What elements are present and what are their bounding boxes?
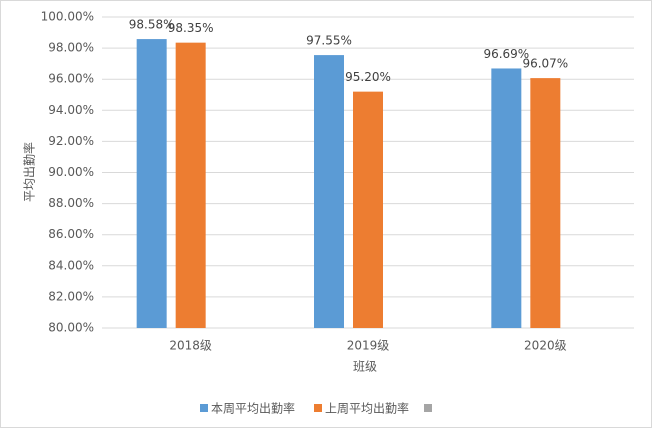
legend-swatch xyxy=(314,404,322,412)
x-tick-label: 2019级 xyxy=(347,339,390,353)
bar xyxy=(491,68,522,329)
y-tick-label: 96.00% xyxy=(48,72,94,86)
y-tick-label: 100.00% xyxy=(41,10,94,24)
value-label: 95.20% xyxy=(345,70,391,84)
x-tick-label: 2018级 xyxy=(169,339,212,353)
bar xyxy=(530,78,561,328)
y-axis-title: 平均出勤率 xyxy=(22,142,37,202)
y-tick-label: 90.00% xyxy=(48,165,94,179)
y-tick-label: 92.00% xyxy=(48,134,94,148)
value-label: 96.69% xyxy=(483,47,529,61)
value-label: 96.07% xyxy=(522,57,568,71)
y-tick-label: 94.00% xyxy=(48,103,94,117)
bar xyxy=(136,39,167,329)
x-tick-label: 2020级 xyxy=(524,339,567,353)
legend-swatch xyxy=(424,404,432,412)
bar xyxy=(353,91,383,328)
legend-swatch xyxy=(200,404,208,412)
bar xyxy=(175,42,206,328)
y-tick-label: 88.00% xyxy=(48,196,94,210)
value-label: 98.35% xyxy=(168,21,214,35)
y-tick-label: 84.00% xyxy=(48,258,94,272)
y-tick-label: 80.00% xyxy=(48,321,94,335)
y-tick-label: 82.00% xyxy=(48,289,94,303)
value-label: 98.58% xyxy=(129,18,175,32)
value-label: 97.55% xyxy=(306,34,352,48)
x-axis-title: 班级 xyxy=(353,360,377,374)
legend-label: 上周平均出勤率 xyxy=(325,401,409,416)
y-tick-label: 98.00% xyxy=(48,41,94,55)
bar xyxy=(314,55,344,328)
y-tick-label: 86.00% xyxy=(48,227,94,241)
legend-label: 本周平均出勤率 xyxy=(211,401,295,416)
